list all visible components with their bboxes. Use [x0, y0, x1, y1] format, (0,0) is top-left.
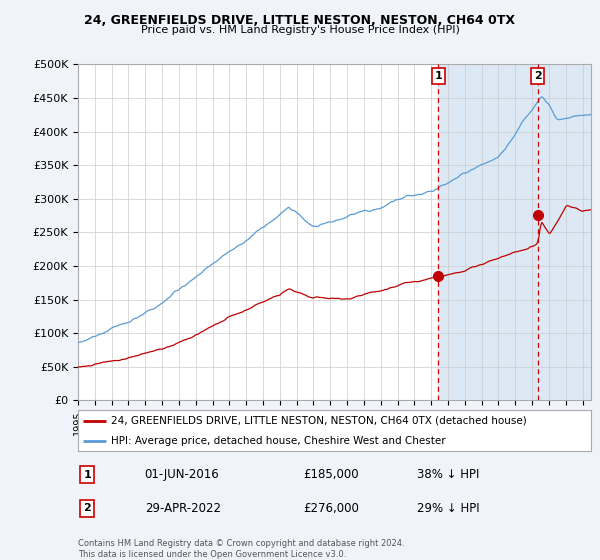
Text: 29% ↓ HPI: 29% ↓ HPI — [416, 502, 479, 515]
Text: 2: 2 — [83, 503, 91, 513]
Text: 1: 1 — [434, 71, 442, 81]
Text: £185,000: £185,000 — [304, 468, 359, 481]
Text: Contains HM Land Registry data © Crown copyright and database right 2024.
This d: Contains HM Land Registry data © Crown c… — [78, 539, 404, 559]
Text: 2: 2 — [534, 71, 542, 81]
Bar — [438, 64, 591, 400]
Text: Price paid vs. HM Land Registry's House Price Index (HPI): Price paid vs. HM Land Registry's House … — [140, 25, 460, 35]
Text: 29-APR-2022: 29-APR-2022 — [145, 502, 221, 515]
Text: £276,000: £276,000 — [304, 502, 359, 515]
Text: 1: 1 — [83, 470, 91, 479]
Text: 38% ↓ HPI: 38% ↓ HPI — [416, 468, 479, 481]
Text: 01-JUN-2016: 01-JUN-2016 — [145, 468, 220, 481]
Text: 24, GREENFIELDS DRIVE, LITTLE NESTON, NESTON, CH64 0TX (detached house): 24, GREENFIELDS DRIVE, LITTLE NESTON, NE… — [112, 416, 527, 426]
Text: HPI: Average price, detached house, Cheshire West and Chester: HPI: Average price, detached house, Ches… — [112, 436, 446, 446]
Text: 24, GREENFIELDS DRIVE, LITTLE NESTON, NESTON, CH64 0TX: 24, GREENFIELDS DRIVE, LITTLE NESTON, NE… — [85, 14, 515, 27]
